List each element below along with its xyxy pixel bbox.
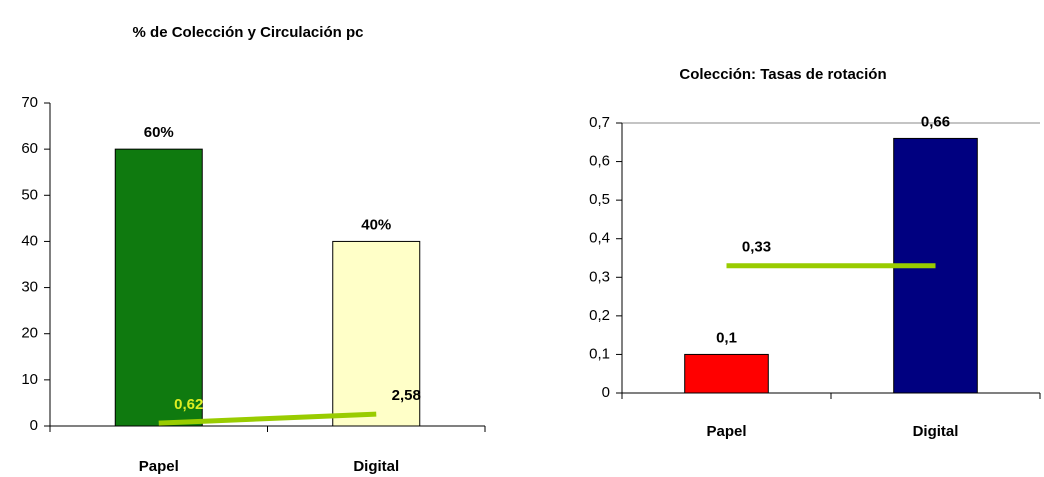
bar [332,240,421,427]
y-tick-label: 70 [21,94,38,111]
y-tick-label: 0,6 [589,153,610,170]
bar-label: 40% [361,216,391,233]
bar [114,148,203,427]
y-tick-label: 10 [21,371,38,388]
y-tick-label: 0 [30,417,38,434]
x-tick-label: Digital [913,423,959,440]
y-tick-label: 0,2 [589,307,610,324]
y-tick-label: 0,3 [589,268,610,285]
chart-title: Colección: Tasas de rotación [679,66,886,83]
x-tick-label: Papel [706,423,746,440]
y-tick-label: 0 [602,384,610,401]
y-tick-label: 0,4 [589,230,610,247]
chart-title: % de Colección y Circulación pc [133,24,364,41]
y-tick-label: 0,1 [589,345,610,362]
line-label: 0,33 [742,239,771,256]
y-tick-label: 30 [21,279,38,296]
y-tick-label: 0,5 [589,191,610,208]
bar-label: 0,66 [921,113,950,130]
line-label: 0,62 [174,396,203,413]
line-label: 2,58 [392,387,421,404]
y-tick-label: 40 [21,232,38,249]
line [158,411,377,426]
y-tick-label: 50 [21,186,38,203]
bar [684,353,769,394]
x-tick-label: Papel [139,458,179,475]
y-tick-label: 20 [21,325,38,342]
bar-label: 0,1 [716,329,737,346]
x-tick-label: Digital [353,458,399,475]
y-tick-label: 0,7 [589,114,610,131]
y-tick-label: 60 [21,140,38,157]
bar-label: 60% [144,124,174,141]
